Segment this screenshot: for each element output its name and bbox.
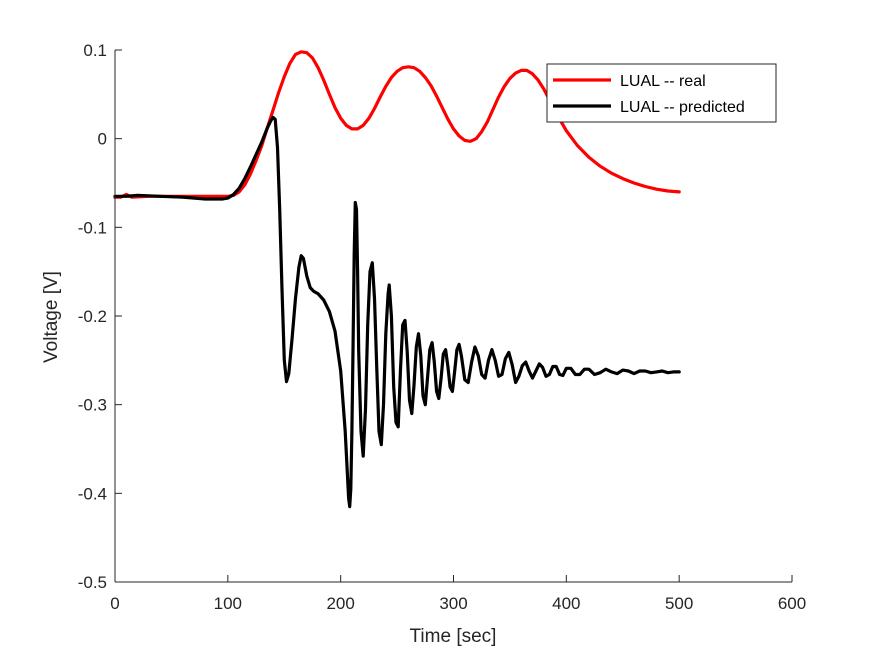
y-tick-label: 0.1 [83,41,107,60]
series-line-predicted [113,115,681,509]
legend-box [546,63,777,123]
x-tick-label: 500 [665,594,693,613]
y-tick-label: -0.5 [78,573,107,592]
legend-entry-label: LUAL -- real [620,73,706,90]
y-axis-label: Voltage [V] [41,271,62,363]
x-tick-label: 0 [110,594,119,613]
x-tick-label: 600 [778,594,806,613]
y-tick-label: -0.4 [78,484,107,503]
axes-layer: 0 100 200 300 400 500 600 -0.5 -0.4 -0.3 -0.2 -0.1 0… [78,41,806,613]
plot-area [115,50,792,582]
x-tick-label: 100 [214,594,242,613]
legend: LUAL -- real LUAL -- predicted [546,63,777,123]
y-tick-label: -0.3 [78,396,107,415]
x-tick-label: 200 [326,594,354,613]
plot-background [115,50,792,582]
y-tick-label: -0.2 [78,307,107,326]
legend-entry-label: LUAL -- predicted [620,99,745,116]
x-tick-label: 400 [552,594,580,613]
y-tick-label: -0.1 [78,218,107,237]
x-tick-label: 300 [439,594,467,613]
y-tick-label: 0 [98,130,107,149]
x-axis-label: Time [sec] [410,626,497,647]
